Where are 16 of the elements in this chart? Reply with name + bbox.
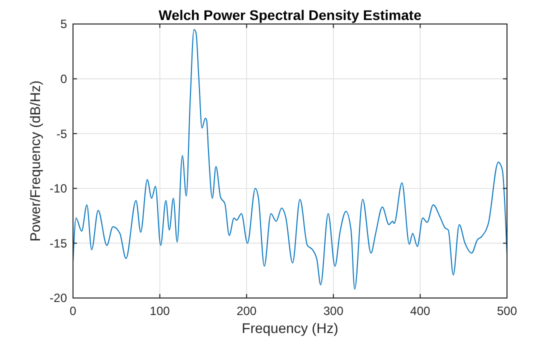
x-axis-title: Frequency (Hz) bbox=[242, 320, 338, 336]
x-tick-label: 400 bbox=[410, 304, 431, 318]
y-axis-title: Power/Frequency (dB/Hz) bbox=[27, 80, 43, 242]
y-tick-label: 0 bbox=[60, 72, 68, 86]
y-tick-label: -15 bbox=[50, 236, 68, 250]
x-tick-label: 200 bbox=[236, 304, 257, 318]
y-tick-label: -20 bbox=[50, 291, 68, 306]
line-series bbox=[72, 28, 508, 290]
x-tick-label: 100 bbox=[150, 304, 170, 318]
y-tick-label: -5 bbox=[56, 126, 68, 141]
x-tick-label: 300 bbox=[323, 304, 344, 318]
chart-title: Welch Power Spectral Density Estimate bbox=[158, 7, 422, 23]
x-tick-label: 0 bbox=[70, 304, 77, 318]
y-tick-label: -10 bbox=[50, 182, 68, 196]
y-tick-label: 5 bbox=[60, 17, 68, 32]
x-tick-label: 500 bbox=[496, 304, 518, 318]
